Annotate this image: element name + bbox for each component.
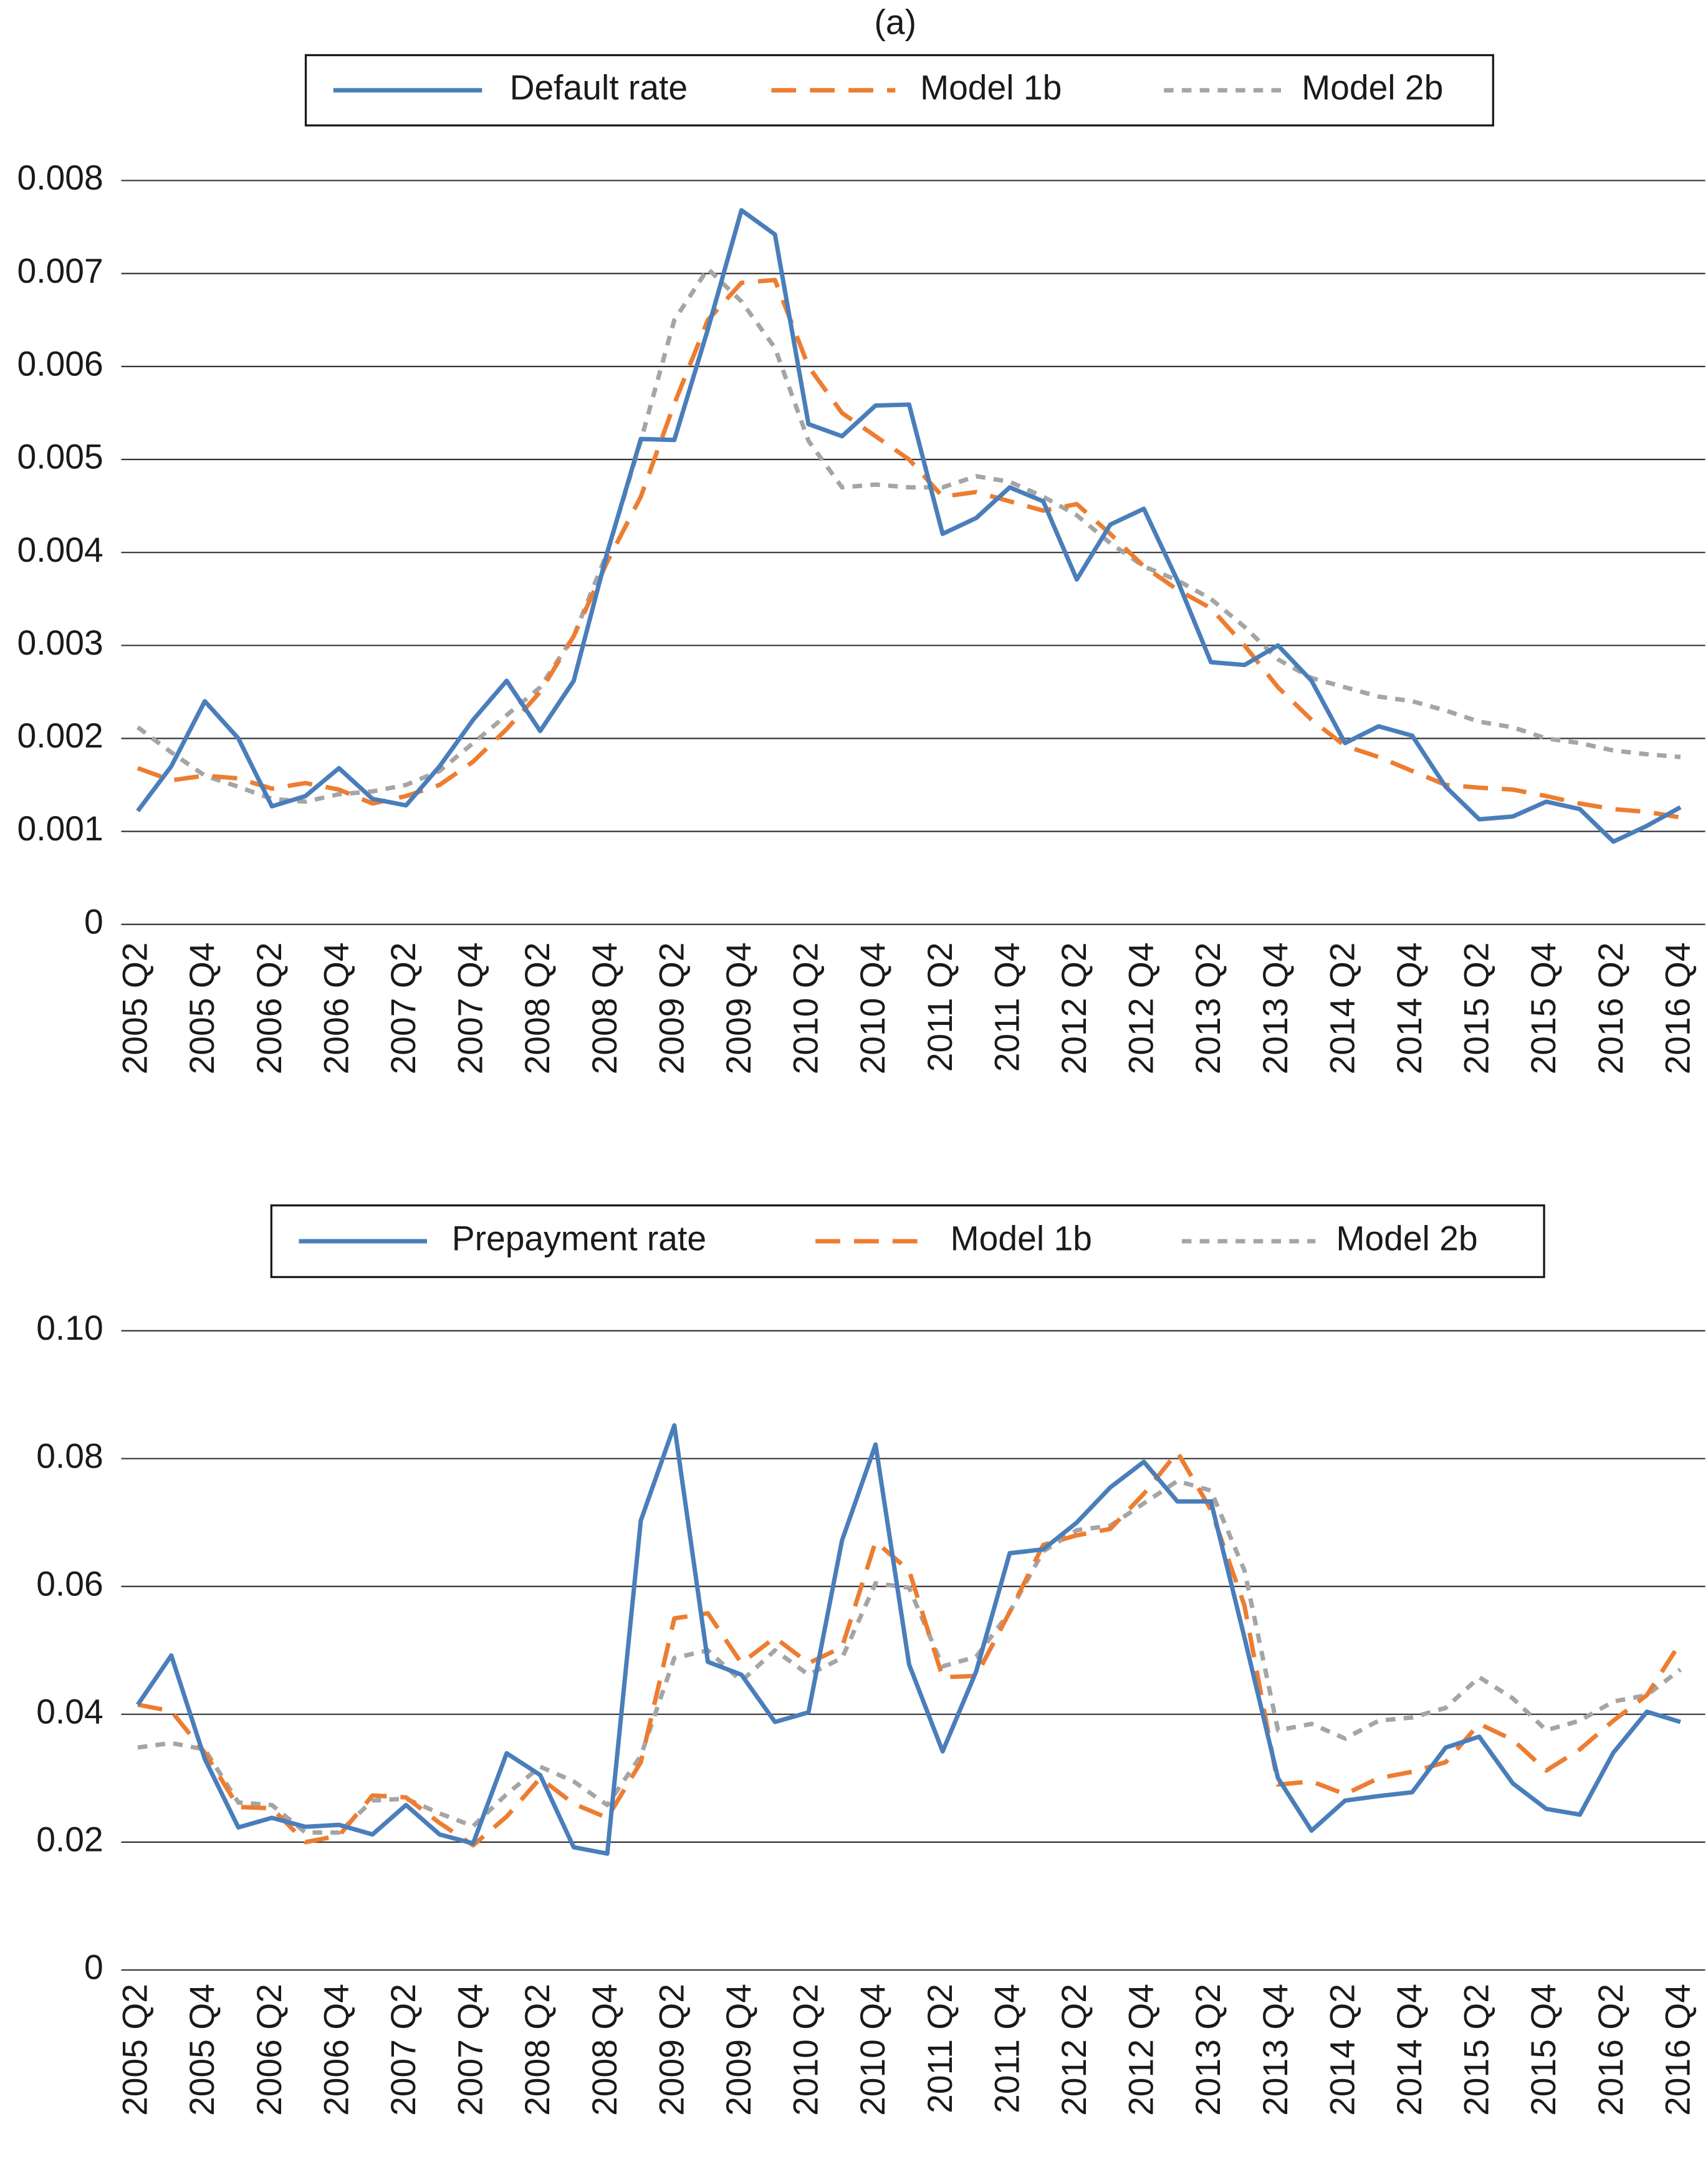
x-tick-label: 2013 Q2	[1189, 943, 1227, 1075]
series-line	[136, 1423, 1681, 1856]
chart-title: (a)	[875, 2, 917, 41]
x-tick-label: 2014 Q4	[1390, 943, 1429, 1075]
chart: (a) 0 0.001 0.002 0.003 0.004 0.005 0.006 0.007 0…	[17, 2, 1706, 1075]
x-tick-label: 2009 Q4	[719, 1984, 758, 2116]
legend-label: Prepayment rate	[452, 1219, 706, 1258]
x-tick-label: 2005 Q4	[183, 1984, 221, 2116]
x-tick-label: 2012 Q2	[1055, 943, 1093, 1075]
series-line	[137, 1479, 1682, 1835]
x-tick-label: 2012 Q2	[1055, 1984, 1093, 2116]
x-tick-label: 2010 Q4	[853, 943, 892, 1075]
x-tick-label: 2014 Q4	[1390, 1984, 1429, 2116]
x-tick-label: 2007 Q2	[384, 1984, 423, 2116]
legend-label: Model 1b	[951, 1219, 1092, 1258]
x-tick-label: 2015 Q2	[1457, 1984, 1496, 2116]
x-tick-label: 2006 Q2	[250, 1984, 289, 2116]
y-tick-label: 0.02	[36, 1820, 103, 1858]
x-tick-label: 2008 Q4	[585, 1984, 624, 2116]
y-tick-label: 0	[84, 1948, 103, 1987]
y-tick-label: 0.002	[17, 716, 103, 755]
y-tick-label: 0.005	[17, 438, 103, 476]
x-tick-label: 2009 Q2	[652, 1984, 691, 2116]
x-tick-label: 2006 Q2	[250, 943, 289, 1075]
y-tick-label: 0.006	[17, 344, 103, 383]
x-tick-label: 2007 Q4	[451, 943, 490, 1075]
chart: 0 0.02 0.04 0.06 0.08 0.10 2005 Q2 2005 Q4 2006 …	[36, 1204, 1706, 2116]
x-tick-label: 2011 Q2	[921, 1984, 959, 2113]
series-line	[136, 266, 1681, 804]
x-tick-label: 2013 Q4	[1256, 1984, 1295, 2116]
x-tick-label: 2007 Q2	[384, 943, 423, 1075]
x-tick-label: 2014 Q2	[1323, 1984, 1361, 2116]
x-tick-label: 2010 Q2	[787, 1984, 825, 2116]
x-tick-label: 2015 Q4	[1524, 943, 1563, 1075]
x-tick-label: 2013 Q4	[1256, 943, 1295, 1075]
y-tick-label: 0.004	[17, 531, 103, 569]
x-tick-label: 2016 Q2	[1591, 943, 1630, 1075]
x-tick-label: 2011 Q2	[921, 943, 959, 1072]
series-line	[137, 277, 1681, 820]
y-tick-label: 0.007	[17, 251, 103, 290]
x-tick-label: 2015 Q4	[1524, 1984, 1563, 2116]
legend: Prepayment rate Model 1b Model 2b	[270, 1204, 1545, 1279]
x-tick-label: 2014 Q2	[1323, 943, 1361, 1075]
x-tick-label: 2009 Q4	[719, 943, 758, 1075]
y-tick-label: 0.008	[17, 158, 103, 197]
x-tick-label: 2005 Q4	[183, 943, 221, 1075]
y-tick-label: 0.08	[36, 1436, 103, 1475]
x-tick-label: 2016 Q4	[1658, 943, 1697, 1075]
series-line	[137, 1449, 1682, 1848]
y-tick-label: 0.06	[36, 1564, 103, 1603]
legend-label: Model 1b	[920, 68, 1062, 107]
y-tick-label: 0	[84, 902, 103, 941]
x-tick-label: 2012 Q4	[1122, 943, 1161, 1075]
legend-label: Default rate	[510, 68, 688, 107]
x-tick-label: 2016 Q4	[1658, 1984, 1697, 2116]
x-tick-label: 2010 Q4	[853, 1984, 892, 2116]
y-tick-label: 0.003	[17, 623, 103, 662]
x-tick-label: 2005 Q2	[116, 1984, 155, 2116]
y-tick-label: 0.001	[17, 809, 103, 848]
legend-label: Model 2b	[1302, 68, 1443, 107]
x-tick-label: 2005 Q2	[116, 943, 155, 1075]
x-tick-label: 2006 Q4	[317, 943, 355, 1075]
x-tick-label: 2016 Q2	[1591, 1984, 1630, 2116]
x-tick-label: 2008 Q2	[518, 943, 557, 1075]
x-tick-label: 2011 Q4	[987, 1984, 1026, 2113]
x-tick-label: 2013 Q2	[1189, 1984, 1227, 2116]
x-tick-label: 2009 Q2	[652, 943, 691, 1075]
x-tick-label: 2012 Q4	[1122, 1984, 1161, 2116]
x-tick-label: 2006 Q4	[317, 1984, 355, 2116]
legend: Default rate Model 1b Model 2b	[304, 54, 1494, 127]
legend-box	[304, 54, 1494, 127]
x-tick-label: 2007 Q4	[451, 1984, 490, 2116]
legend-label: Model 2b	[1336, 1219, 1477, 1258]
x-tick-label: 2008 Q4	[585, 943, 624, 1075]
x-tick-label: 2010 Q2	[787, 943, 825, 1075]
x-tick-label: 2011 Q4	[987, 943, 1026, 1072]
y-tick-label: 0.04	[36, 1692, 103, 1731]
series-line	[136, 208, 1682, 844]
y-tick-label: 0.10	[36, 1309, 103, 1347]
x-tick-label: 2008 Q2	[518, 1984, 557, 2116]
x-tick-label: 2015 Q2	[1457, 943, 1496, 1075]
